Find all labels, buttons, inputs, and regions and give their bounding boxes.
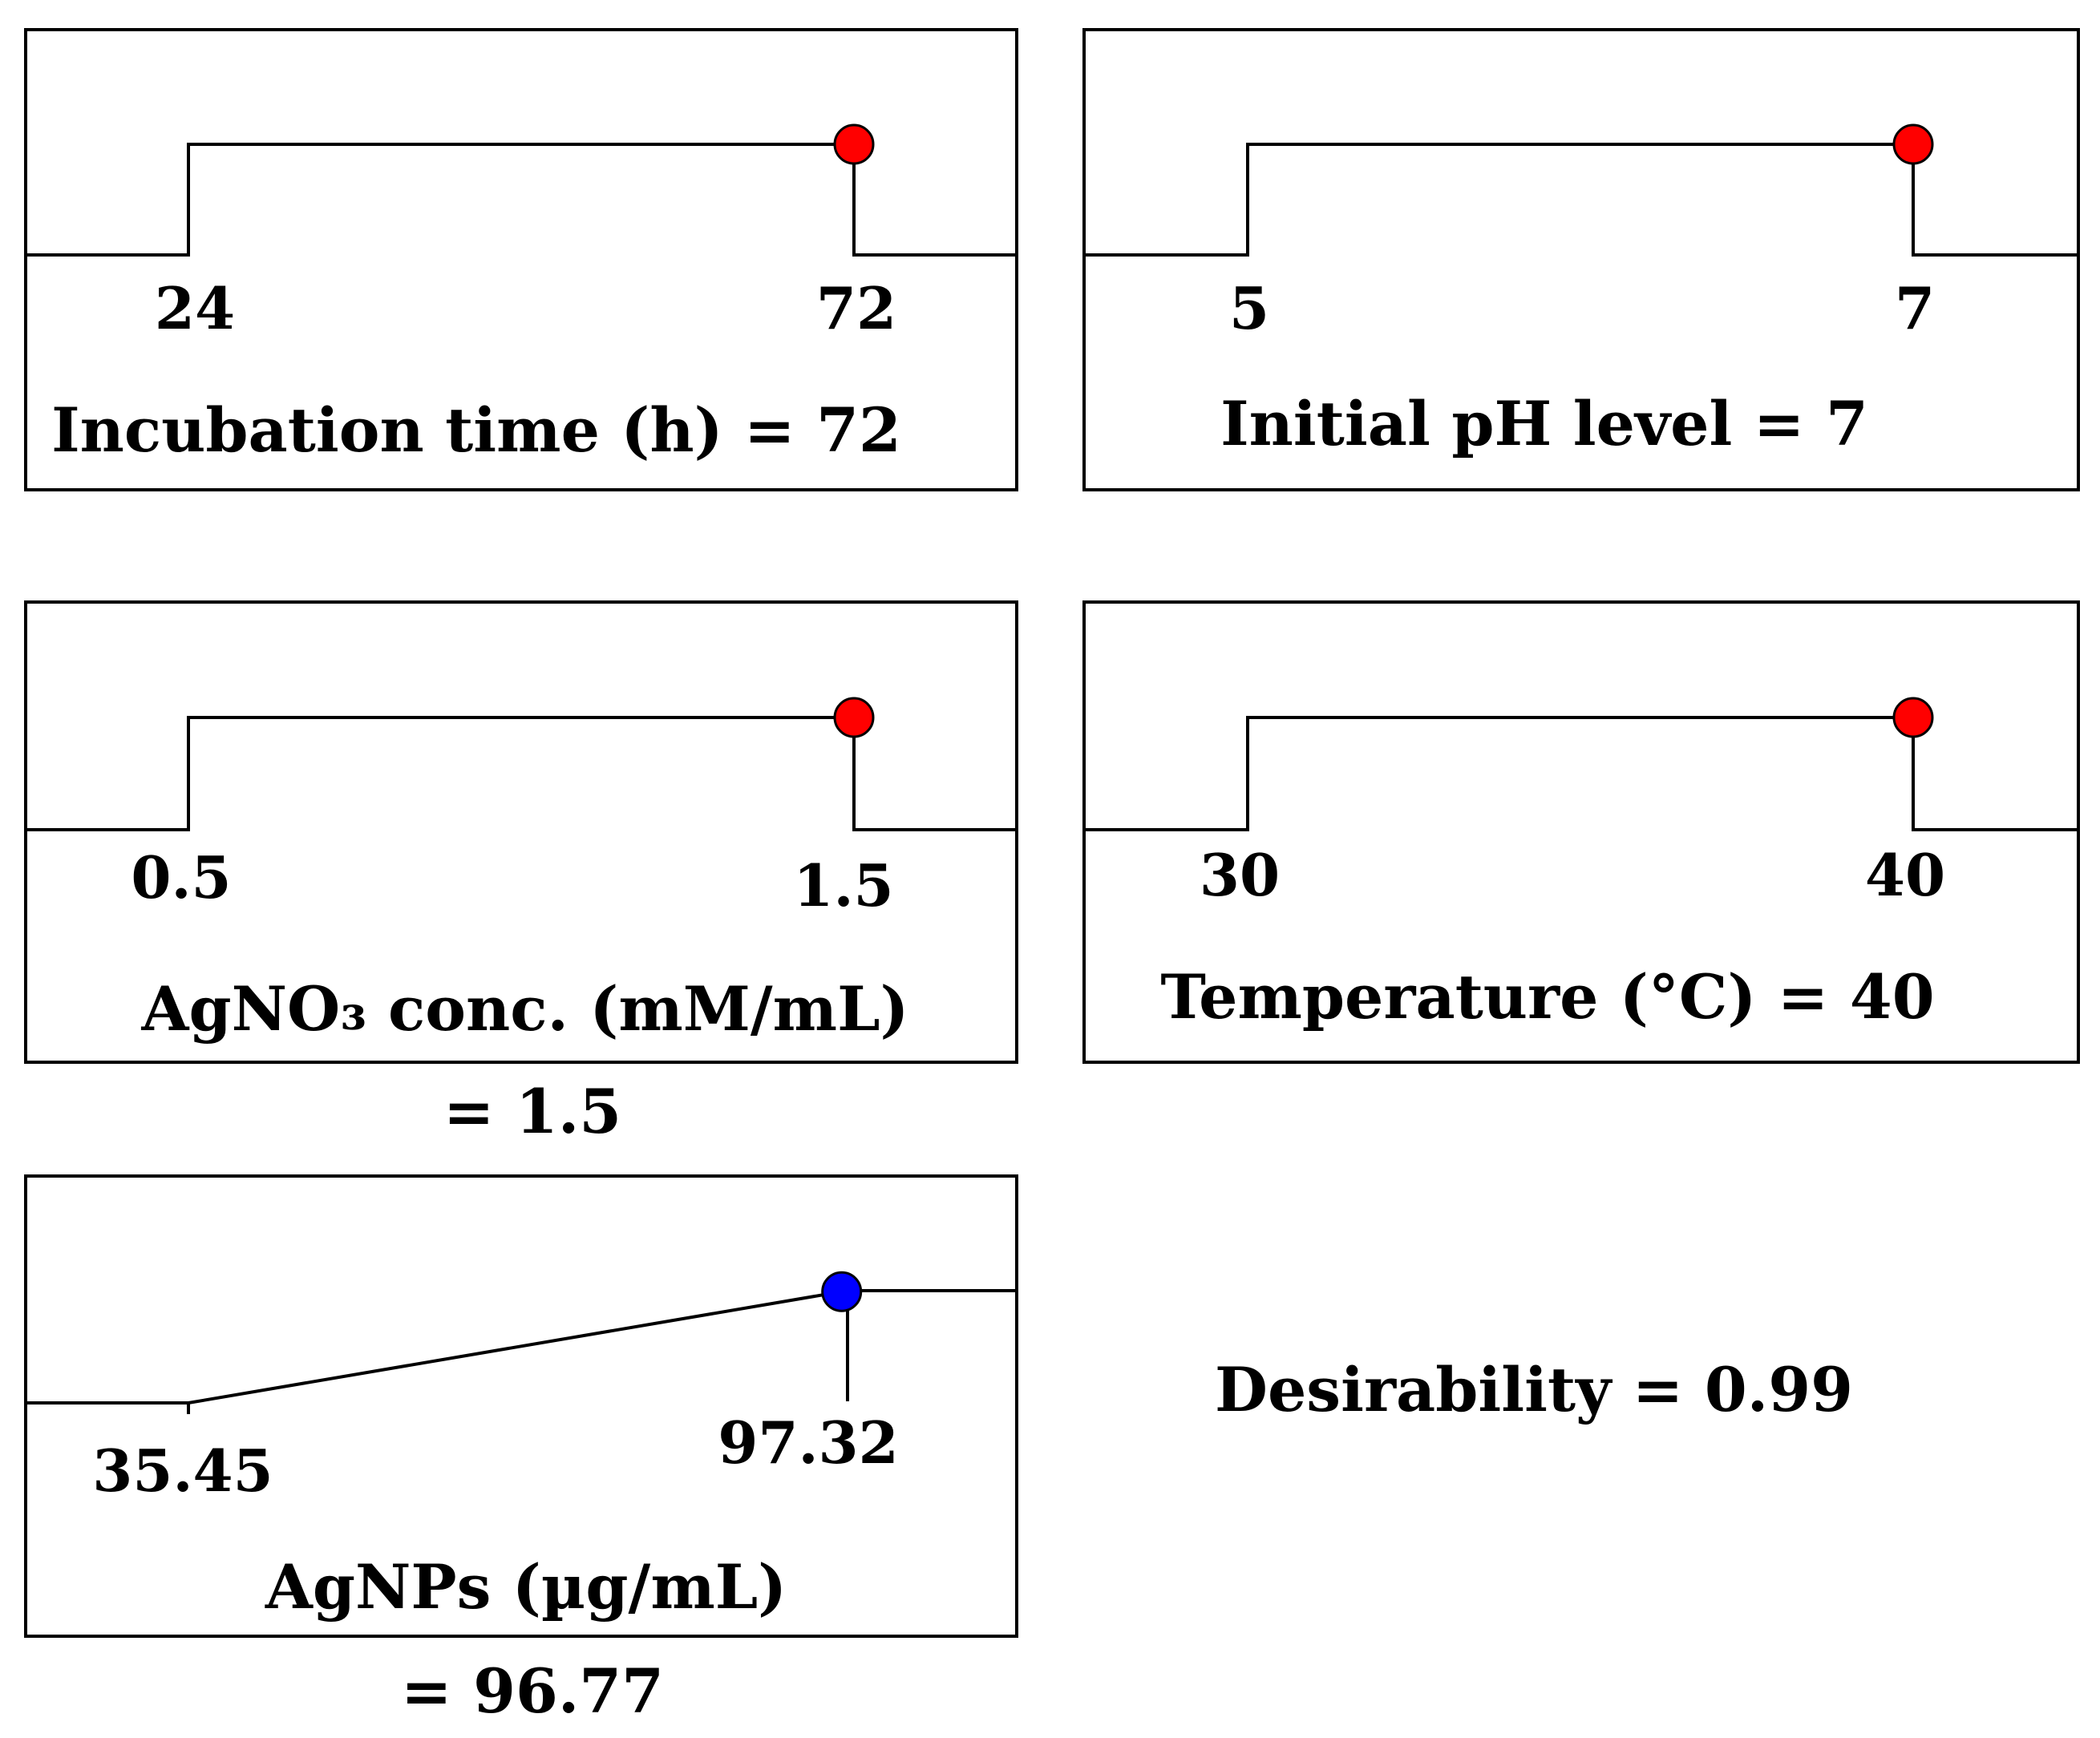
panel-incubation-time: 24 72 Incubation time (h) = 72	[24, 28, 1018, 491]
optimum-marker-red	[1892, 697, 1934, 738]
desirability-label: Desirability = 0.99	[1215, 1354, 1853, 1425]
response-value: = 96.77	[401, 1655, 664, 1727]
panel-frame	[1082, 600, 2080, 1064]
optimum-marker-red	[1892, 123, 1934, 165]
low-level-label: 30	[1200, 841, 1280, 909]
high-level-label: 7	[1895, 274, 1935, 342]
factor-title: Temperature (°C) = 40	[1160, 961, 1934, 1033]
low-level-label: 35.45	[92, 1437, 273, 1505]
low-level-label: 0.5	[131, 843, 231, 911]
optimum-marker-blue	[821, 1271, 863, 1312]
factor-value: = 1.5	[443, 1076, 621, 1147]
low-level-label: 24	[155, 274, 235, 342]
panel-frame	[24, 600, 1018, 1064]
step-line	[26, 143, 1017, 257]
panel-temperature: 30 40 Temperature (°C) = 40	[1082, 600, 2080, 1064]
low-level-label: 5	[1229, 274, 1269, 342]
high-level-label: 97.32	[718, 1409, 898, 1477]
high-level-label: 72	[816, 274, 896, 342]
step-line	[1084, 716, 2078, 831]
optimum-marker-red	[833, 123, 875, 165]
factor-title: AgNO₃ conc. (mM/mL)	[140, 973, 908, 1045]
ramp-line	[26, 1289, 1017, 1414]
panel-frame	[24, 28, 1018, 491]
panel-frame	[1082, 28, 2080, 491]
panel-frame	[24, 1174, 1018, 1638]
panel-initial-ph: 5 7 Initial pH level = 7	[1082, 28, 2080, 491]
optimum-marker-red	[833, 697, 875, 738]
factor-title: Initial pH level = 7	[1220, 388, 1868, 459]
step-line	[26, 716, 1017, 831]
step-line	[1084, 143, 2078, 257]
factor-title: Incubation time (h) = 72	[51, 394, 901, 466]
high-level-label: 40	[1865, 841, 1945, 909]
panel-agno3-concentration: 0.5 1.5 AgNO₃ conc. (mM/mL) = 1.5	[24, 600, 1018, 1147]
high-level-label: 1.5	[793, 851, 893, 920]
panel-agnps-response: 35.45 97.32 AgNPs (µg/mL) = 96.77	[24, 1174, 1018, 1727]
response-title: AgNPs (µg/mL)	[265, 1551, 787, 1623]
